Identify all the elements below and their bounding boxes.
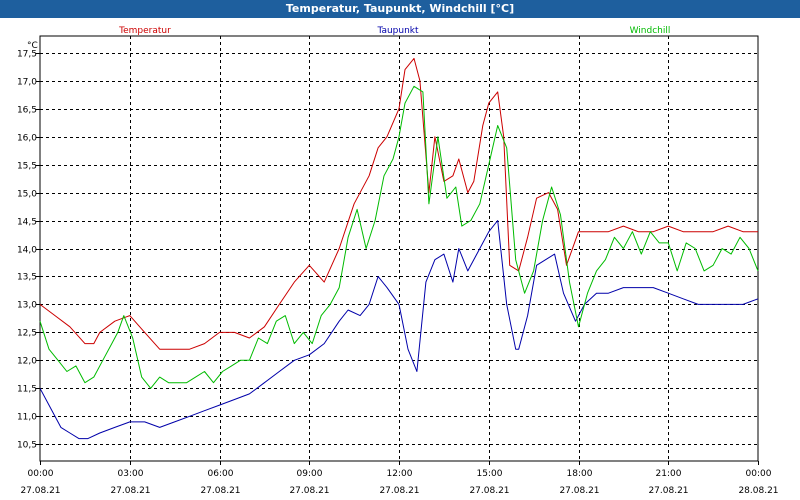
x-tick-time-label: 12:00	[387, 469, 413, 479]
y-tick-label: 15,5	[17, 162, 37, 172]
chart-title: Temperatur, Taupunkt, Windchill [°C]	[0, 0, 800, 18]
y-axis: 17,5 17,0 16,5 16,0 15,5 15,0 14,5 14,0 13,5 13,0…	[17, 50, 40, 451]
x-tick-date-label: 27.08.21	[110, 486, 150, 496]
y-tick-label: 15,0	[17, 190, 37, 200]
x-tick-date-label: 28.08.21	[738, 486, 778, 496]
y-tick-label: 10,5	[17, 441, 37, 451]
y-tick-label: 16,0	[17, 134, 37, 144]
x-tick-time-label: 06:00	[208, 469, 234, 479]
y-axis-unit-label: °C	[27, 41, 38, 51]
x-tick-date-label: 27.08.21	[200, 486, 240, 496]
x-tick-time-label: 00:00	[28, 469, 54, 479]
x-tick-time-label: 09:00	[297, 469, 323, 479]
y-tick-label: 12,5	[17, 329, 37, 339]
y-tick-label: 13,0	[17, 301, 37, 311]
x-tick-date-label: 27.08.21	[20, 486, 60, 496]
y-tick-label: 17,5	[17, 50, 37, 60]
legend-windchill: Windchill	[630, 26, 671, 36]
x-tick-time-label: 00:00	[746, 469, 772, 479]
y-tick-label: 11,5	[17, 385, 37, 395]
x-tick-date-label: 27.08.21	[559, 486, 599, 496]
x-tick-date-label: 27.08.21	[379, 486, 419, 496]
x-tick-time-label: 15:00	[477, 469, 503, 479]
y-tick-label: 13,5	[17, 273, 37, 283]
y-tick-label: 16,5	[17, 106, 37, 116]
y-tick-label: 17,0	[17, 78, 37, 88]
x-axis: 00:00 27.08.21 03:00 27.08.21 06:00 27.08.21 0…	[20, 461, 779, 496]
y-tick-label: 14,5	[17, 218, 37, 228]
x-tick-time-label: 21:00	[656, 469, 682, 479]
x-tick-date-label: 27.08.21	[469, 486, 509, 496]
y-tick-label: 12,0	[17, 357, 37, 367]
series-line-windchill	[39, 85, 759, 389]
series-line-temperatur	[39, 57, 758, 350]
series-group	[39, 57, 759, 440]
y-tick-label: 14,0	[17, 246, 37, 256]
legend-temperatur: Temperatur	[118, 26, 171, 36]
series-line-taupunkt	[39, 220, 759, 440]
x-tick-time-label: 18:00	[567, 469, 593, 479]
grid	[40, 36, 758, 461]
x-tick-time-label: 03:00	[118, 469, 144, 479]
y-tick-label: 11,0	[17, 413, 37, 423]
x-tick-date-label: 27.08.21	[289, 486, 329, 496]
legend-taupunkt: Taupunkt	[376, 26, 419, 36]
x-tick-date-label: 27.08.21	[648, 486, 688, 496]
